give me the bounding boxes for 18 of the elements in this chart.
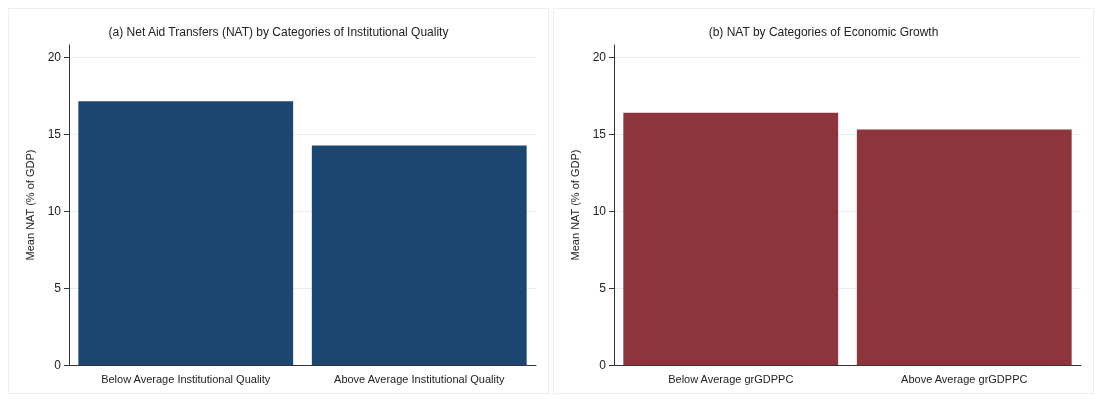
y-tick-label: 0: [599, 358, 607, 372]
y-tick-label: 5: [599, 281, 607, 296]
x-tick-label: Below Average grGDPPC: [668, 372, 794, 385]
chart-title: (a) Net Aid Transfers (NAT) by Categories of Institutional Quality: [108, 25, 449, 39]
y-tick-label: 0: [54, 358, 62, 372]
y-tick-label: 10: [47, 204, 62, 219]
y-tick-label: 20: [47, 50, 62, 65]
y-axis-title: Mean NAT (% of GDP): [568, 149, 581, 261]
y-tick-label: 5: [54, 281, 62, 296]
x-tick-label: Above Average Institutional Quality: [334, 372, 505, 385]
y-tick-label: 20: [592, 50, 607, 65]
x-tick-label: Above Average grGDPPC: [901, 372, 1028, 385]
y-tick-label: 10: [592, 204, 607, 219]
y-tick-label: 15: [592, 127, 607, 142]
x-tick-label: Below Average Institutional Quality: [101, 372, 271, 385]
y-axis-title: Mean NAT (% of GDP): [23, 149, 36, 261]
chart-title: (b) NAT by Categories of Economic Growth: [708, 25, 939, 39]
y-tick-label: 15: [47, 127, 62, 142]
